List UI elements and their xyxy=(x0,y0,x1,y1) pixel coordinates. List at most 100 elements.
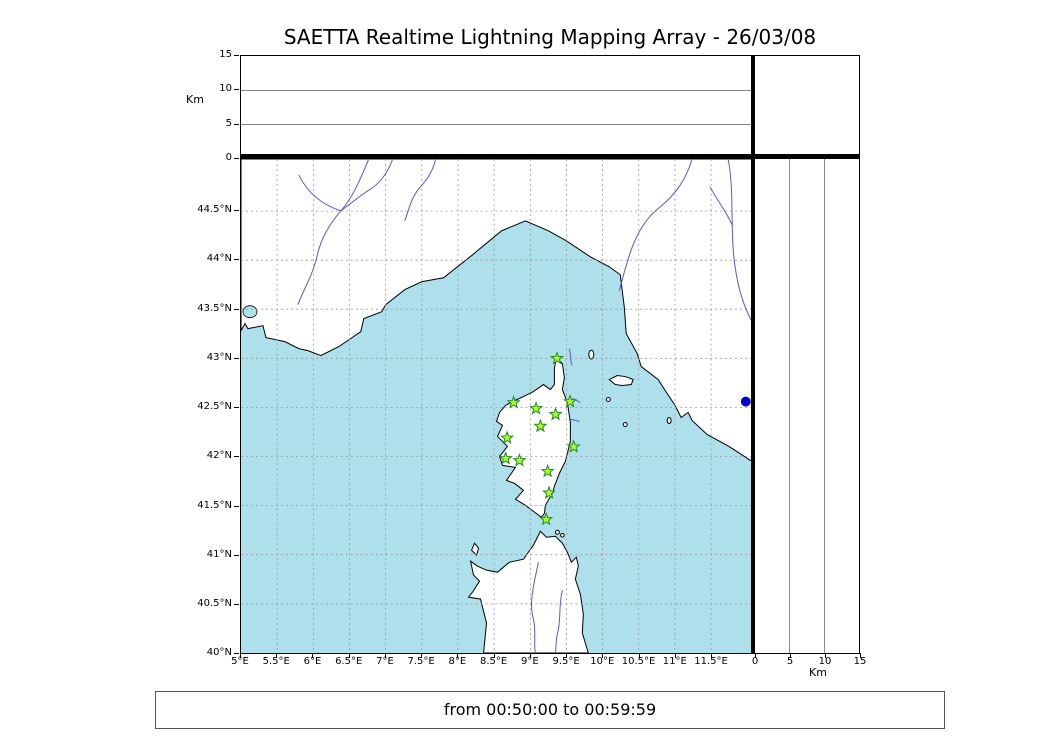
lon-tick xyxy=(674,653,676,658)
alt-right-tick xyxy=(860,653,861,658)
alt-right-tick xyxy=(790,653,791,658)
station-star xyxy=(500,430,515,445)
lon-tick-label: 8.5°E xyxy=(479,656,508,667)
altitude-axis-unit-right: Km xyxy=(809,666,827,679)
lon-tick-label: 5°E xyxy=(231,656,249,667)
lat-tick xyxy=(234,259,239,261)
station-star xyxy=(533,418,548,433)
alt-top-tick xyxy=(234,157,239,159)
elba-island xyxy=(608,375,634,387)
river xyxy=(570,418,580,422)
alt-right-tick-label: 5 xyxy=(786,656,794,667)
lon-tick-label: 8°E xyxy=(448,656,467,667)
lat-tick xyxy=(234,407,239,409)
river xyxy=(568,348,573,366)
lon-tick xyxy=(711,653,712,658)
lat-tick-label: 40.5°N xyxy=(197,597,232,609)
altitude-gridline-10km xyxy=(824,159,825,653)
sardinia-coast xyxy=(467,530,589,653)
lat-tick xyxy=(234,456,239,458)
river xyxy=(709,186,733,226)
lon-tick-label: 10.5°E xyxy=(621,656,656,667)
station-star xyxy=(528,401,544,415)
river xyxy=(404,159,437,222)
lat-tick xyxy=(234,653,239,655)
lat-tick xyxy=(234,554,239,556)
altitude-gridline-5km xyxy=(789,159,790,653)
lat-tick-label: 43.5°N xyxy=(197,302,232,314)
station-star xyxy=(498,451,513,465)
lat-tick-label: 43°N xyxy=(206,351,232,363)
station-star xyxy=(548,406,563,421)
lat-tick-label: 41.5°N xyxy=(197,499,232,511)
maddalena-island-2 xyxy=(560,532,565,538)
giglio-island xyxy=(666,416,672,424)
river xyxy=(572,398,581,403)
station-star xyxy=(563,394,578,408)
river xyxy=(297,159,370,305)
lat-tick-label: 41°N xyxy=(206,548,232,560)
lon-tick xyxy=(421,653,423,658)
alt-top-tick-label: 10 xyxy=(219,83,232,95)
station-star xyxy=(540,463,555,478)
altitude-latitude-panel xyxy=(754,158,860,654)
figure-title: SAETTA Realtime Lightning Mapping Array … xyxy=(283,25,817,49)
lat-tick-label: 40°N xyxy=(206,647,232,659)
lat-tick-label: 44°N xyxy=(206,253,232,265)
axis-divider-vertical xyxy=(751,55,755,654)
lon-tick xyxy=(529,653,531,658)
pianosa-island xyxy=(605,397,611,403)
river xyxy=(531,562,539,653)
lat-tick-label: 42°N xyxy=(206,450,232,462)
station-star xyxy=(549,350,565,365)
lon-tick xyxy=(602,653,604,658)
lon-tick xyxy=(384,653,386,658)
lat-tick-label: 44.5°N xyxy=(197,204,232,216)
river xyxy=(298,174,341,212)
montecristo-island xyxy=(622,421,628,427)
station-star xyxy=(539,512,554,526)
lon-tick-label: 7.5°E xyxy=(407,656,435,667)
station-star xyxy=(512,453,527,467)
lon-tick xyxy=(240,653,241,658)
alt-top-tick xyxy=(234,89,239,91)
lon-tick xyxy=(493,653,495,658)
station-star xyxy=(542,485,557,499)
alt-top-tick-label: 15 xyxy=(219,49,232,60)
rivers xyxy=(297,159,752,653)
lat-tick xyxy=(234,505,239,507)
alt-top-tick xyxy=(234,55,239,56)
map-panel xyxy=(240,158,753,654)
alt-right-tick xyxy=(755,653,756,658)
lon-tick xyxy=(566,653,568,658)
asinara-island xyxy=(470,542,480,557)
lon-tick xyxy=(638,653,640,658)
lon-tick-label: 9°E xyxy=(521,656,539,667)
lat-tick xyxy=(234,357,239,359)
altitude-axis-unit-left: Km xyxy=(186,93,204,106)
alt-top-tick-label: 0 xyxy=(225,151,232,163)
alt-right-tick-label: 10 xyxy=(818,656,832,667)
station-star xyxy=(506,395,521,409)
lon-tick-label: 5.5°E xyxy=(262,656,290,667)
time-range-box: from 00:50:00 to 00:59:59 xyxy=(155,691,945,729)
corner-panel xyxy=(754,55,860,159)
river xyxy=(618,159,693,291)
time-range-text: from 00:50:00 to 00:59:59 xyxy=(443,700,657,719)
river xyxy=(727,159,752,322)
capraia-island xyxy=(588,349,595,360)
altitude-longitude-panel xyxy=(240,55,753,159)
alt-top-tick xyxy=(234,123,239,125)
etang-de-berre-lake xyxy=(242,305,258,319)
alt-right-tick-label: 0 xyxy=(751,656,759,667)
lon-tick-label: 6°E xyxy=(303,656,322,667)
lon-tick-label: 11°E xyxy=(662,656,687,667)
lat-tick-label: 42.5°N xyxy=(197,401,232,413)
lon-tick-label: 11.5°E xyxy=(694,656,728,667)
detection-dot xyxy=(740,396,751,407)
lon-tick-label: 10°E xyxy=(590,656,615,667)
lat-tick xyxy=(234,603,239,605)
axis-divider-horizontal xyxy=(240,154,860,158)
lat-tick xyxy=(234,308,239,310)
